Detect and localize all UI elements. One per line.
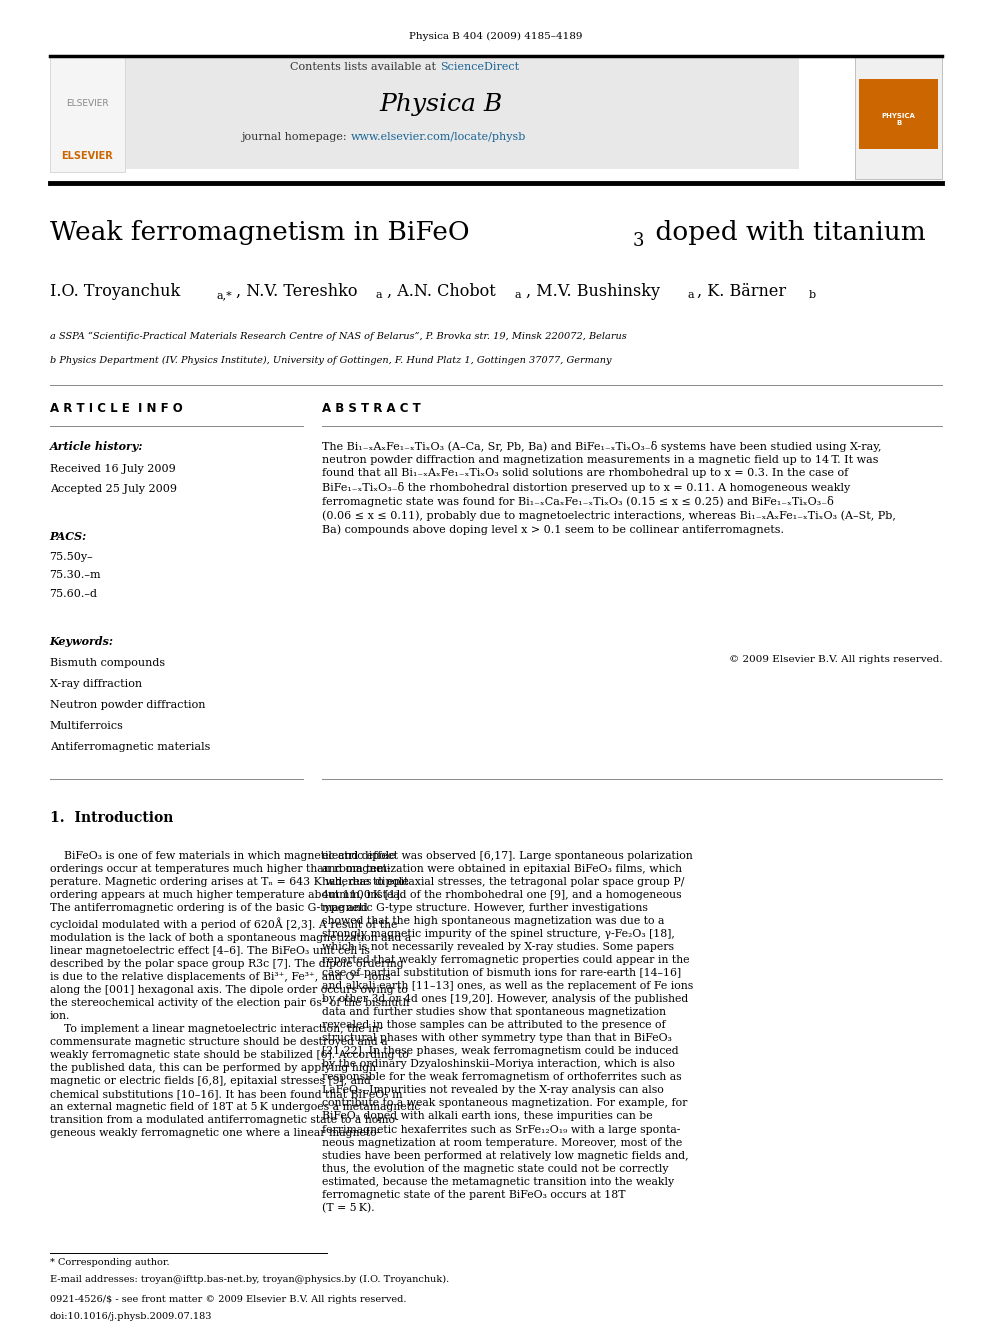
Text: a: a bbox=[515, 290, 522, 300]
FancyBboxPatch shape bbox=[84, 58, 799, 169]
Text: * Corresponding author.: * Corresponding author. bbox=[50, 1258, 170, 1267]
Text: ELSEVIER: ELSEVIER bbox=[66, 99, 108, 107]
FancyBboxPatch shape bbox=[50, 56, 125, 172]
Text: A R T I C L E  I N F O: A R T I C L E I N F O bbox=[50, 402, 183, 415]
Text: PHYSICA
B: PHYSICA B bbox=[882, 112, 916, 126]
FancyBboxPatch shape bbox=[859, 79, 938, 149]
FancyBboxPatch shape bbox=[855, 57, 942, 179]
Text: Bismuth compounds: Bismuth compounds bbox=[50, 658, 165, 668]
Text: ScienceDirect: ScienceDirect bbox=[440, 62, 520, 73]
Text: Weak ferromagnetism in BiFeO: Weak ferromagnetism in BiFeO bbox=[50, 220, 469, 245]
Text: PACS:: PACS: bbox=[50, 531, 87, 541]
Text: 75.50y–: 75.50y– bbox=[50, 552, 93, 562]
Text: X-ray diffraction: X-ray diffraction bbox=[50, 679, 142, 689]
Text: a SSPA “Scientific-Practical Materials Research Centre of NAS of Belarus”, P. Br: a SSPA “Scientific-Practical Materials R… bbox=[50, 332, 626, 341]
Text: A B S T R A C T: A B S T R A C T bbox=[322, 402, 422, 415]
Text: , A.N. Chobot: , A.N. Chobot bbox=[387, 283, 496, 300]
Text: , K. Bärner: , K. Bärner bbox=[697, 283, 787, 300]
Text: Received 16 July 2009: Received 16 July 2009 bbox=[50, 464, 176, 475]
Text: Keywords:: Keywords: bbox=[50, 636, 114, 647]
Text: electric effect was observed [6,17]. Large spontaneous polarization
and magnetiz: electric effect was observed [6,17]. Lar… bbox=[322, 851, 693, 1213]
Text: doped with titanium: doped with titanium bbox=[647, 220, 926, 245]
Text: E-mail addresses: troyan@ifttp.bas-net.by, troyan@physics.by (I.O. Troyanchuk).: E-mail addresses: troyan@ifttp.bas-net.b… bbox=[50, 1275, 448, 1285]
Text: doi:10.1016/j.physb.2009.07.183: doi:10.1016/j.physb.2009.07.183 bbox=[50, 1312, 212, 1322]
Text: © 2009 Elsevier B.V. All rights reserved.: © 2009 Elsevier B.V. All rights reserved… bbox=[729, 655, 942, 664]
Text: Physica B 404 (2009) 4185–4189: Physica B 404 (2009) 4185–4189 bbox=[410, 32, 582, 41]
Text: , N.V. Tereshko: , N.V. Tereshko bbox=[236, 283, 357, 300]
Text: 75.30.–m: 75.30.–m bbox=[50, 570, 101, 581]
Text: I.O. Troyanchuk: I.O. Troyanchuk bbox=[50, 283, 180, 300]
Text: Article history:: Article history: bbox=[50, 441, 143, 451]
Text: ELSEVIER: ELSEVIER bbox=[62, 151, 113, 161]
Text: Multiferroics: Multiferroics bbox=[50, 721, 123, 732]
Text: 75.60.–d: 75.60.–d bbox=[50, 589, 97, 599]
Text: The Bi₁₋ₓAₓFe₁₋ₓTiₓO₃ (A–Ca, Sr, Pb, Ba) and BiFe₁₋ₓTiₓO₃₋δ systems have been st: The Bi₁₋ₓAₓFe₁₋ₓTiₓO₃ (A–Ca, Sr, Pb, Ba)… bbox=[322, 441, 897, 534]
Text: b: b bbox=[808, 290, 815, 300]
Text: Accepted 25 July 2009: Accepted 25 July 2009 bbox=[50, 484, 177, 495]
Text: Antiferromagnetic materials: Antiferromagnetic materials bbox=[50, 742, 210, 753]
Text: b Physics Department (IV. Physics Institute), University of Gottingen, F. Hund P: b Physics Department (IV. Physics Instit… bbox=[50, 356, 611, 365]
Text: a: a bbox=[376, 290, 383, 300]
Text: Physica B: Physica B bbox=[380, 93, 503, 115]
Text: a,*: a,* bbox=[216, 290, 232, 300]
Text: 3: 3 bbox=[633, 232, 645, 250]
Text: www.elsevier.com/locate/physb: www.elsevier.com/locate/physb bbox=[351, 132, 527, 143]
Text: Neutron powder diffraction: Neutron powder diffraction bbox=[50, 700, 205, 710]
Text: , M.V. Bushinsky: , M.V. Bushinsky bbox=[526, 283, 660, 300]
Text: 0921-4526/$ - see front matter © 2009 Elsevier B.V. All rights reserved.: 0921-4526/$ - see front matter © 2009 El… bbox=[50, 1295, 406, 1304]
Text: 1.  Introduction: 1. Introduction bbox=[50, 811, 173, 826]
Text: BiFeO₃ is one of few materials in which magnetic and dipole
orderings occur at t: BiFeO₃ is one of few materials in which … bbox=[50, 851, 420, 1138]
Text: a: a bbox=[687, 290, 694, 300]
Text: Contents lists available at: Contents lists available at bbox=[290, 62, 439, 73]
Text: journal homepage:: journal homepage: bbox=[241, 132, 350, 143]
